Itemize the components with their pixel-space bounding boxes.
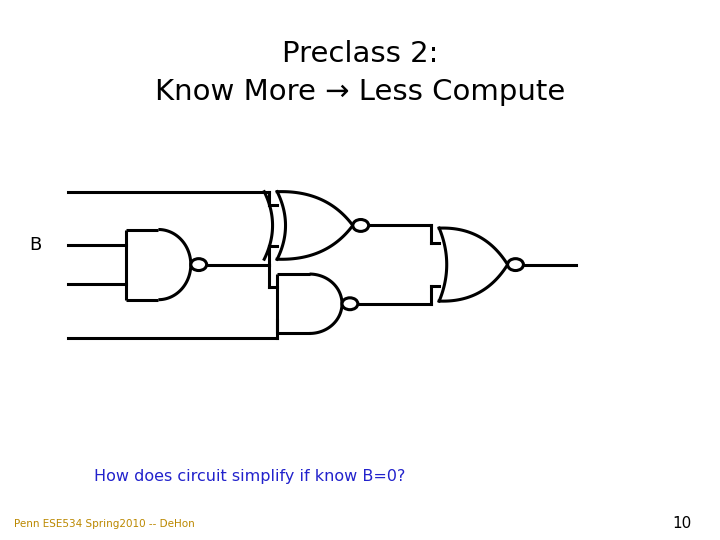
Text: 10: 10: [672, 516, 691, 531]
Text: Preclass 2:: Preclass 2:: [282, 40, 438, 68]
Text: B: B: [29, 236, 41, 254]
Circle shape: [353, 219, 369, 231]
Circle shape: [508, 259, 523, 271]
Circle shape: [191, 259, 207, 271]
Text: Penn ESE534 Spring2010 -- DeHon: Penn ESE534 Spring2010 -- DeHon: [14, 519, 195, 529]
Text: How does circuit simplify if know B=0?: How does circuit simplify if know B=0?: [94, 469, 405, 484]
Text: Know More → Less Compute: Know More → Less Compute: [155, 78, 565, 106]
Circle shape: [342, 298, 358, 309]
